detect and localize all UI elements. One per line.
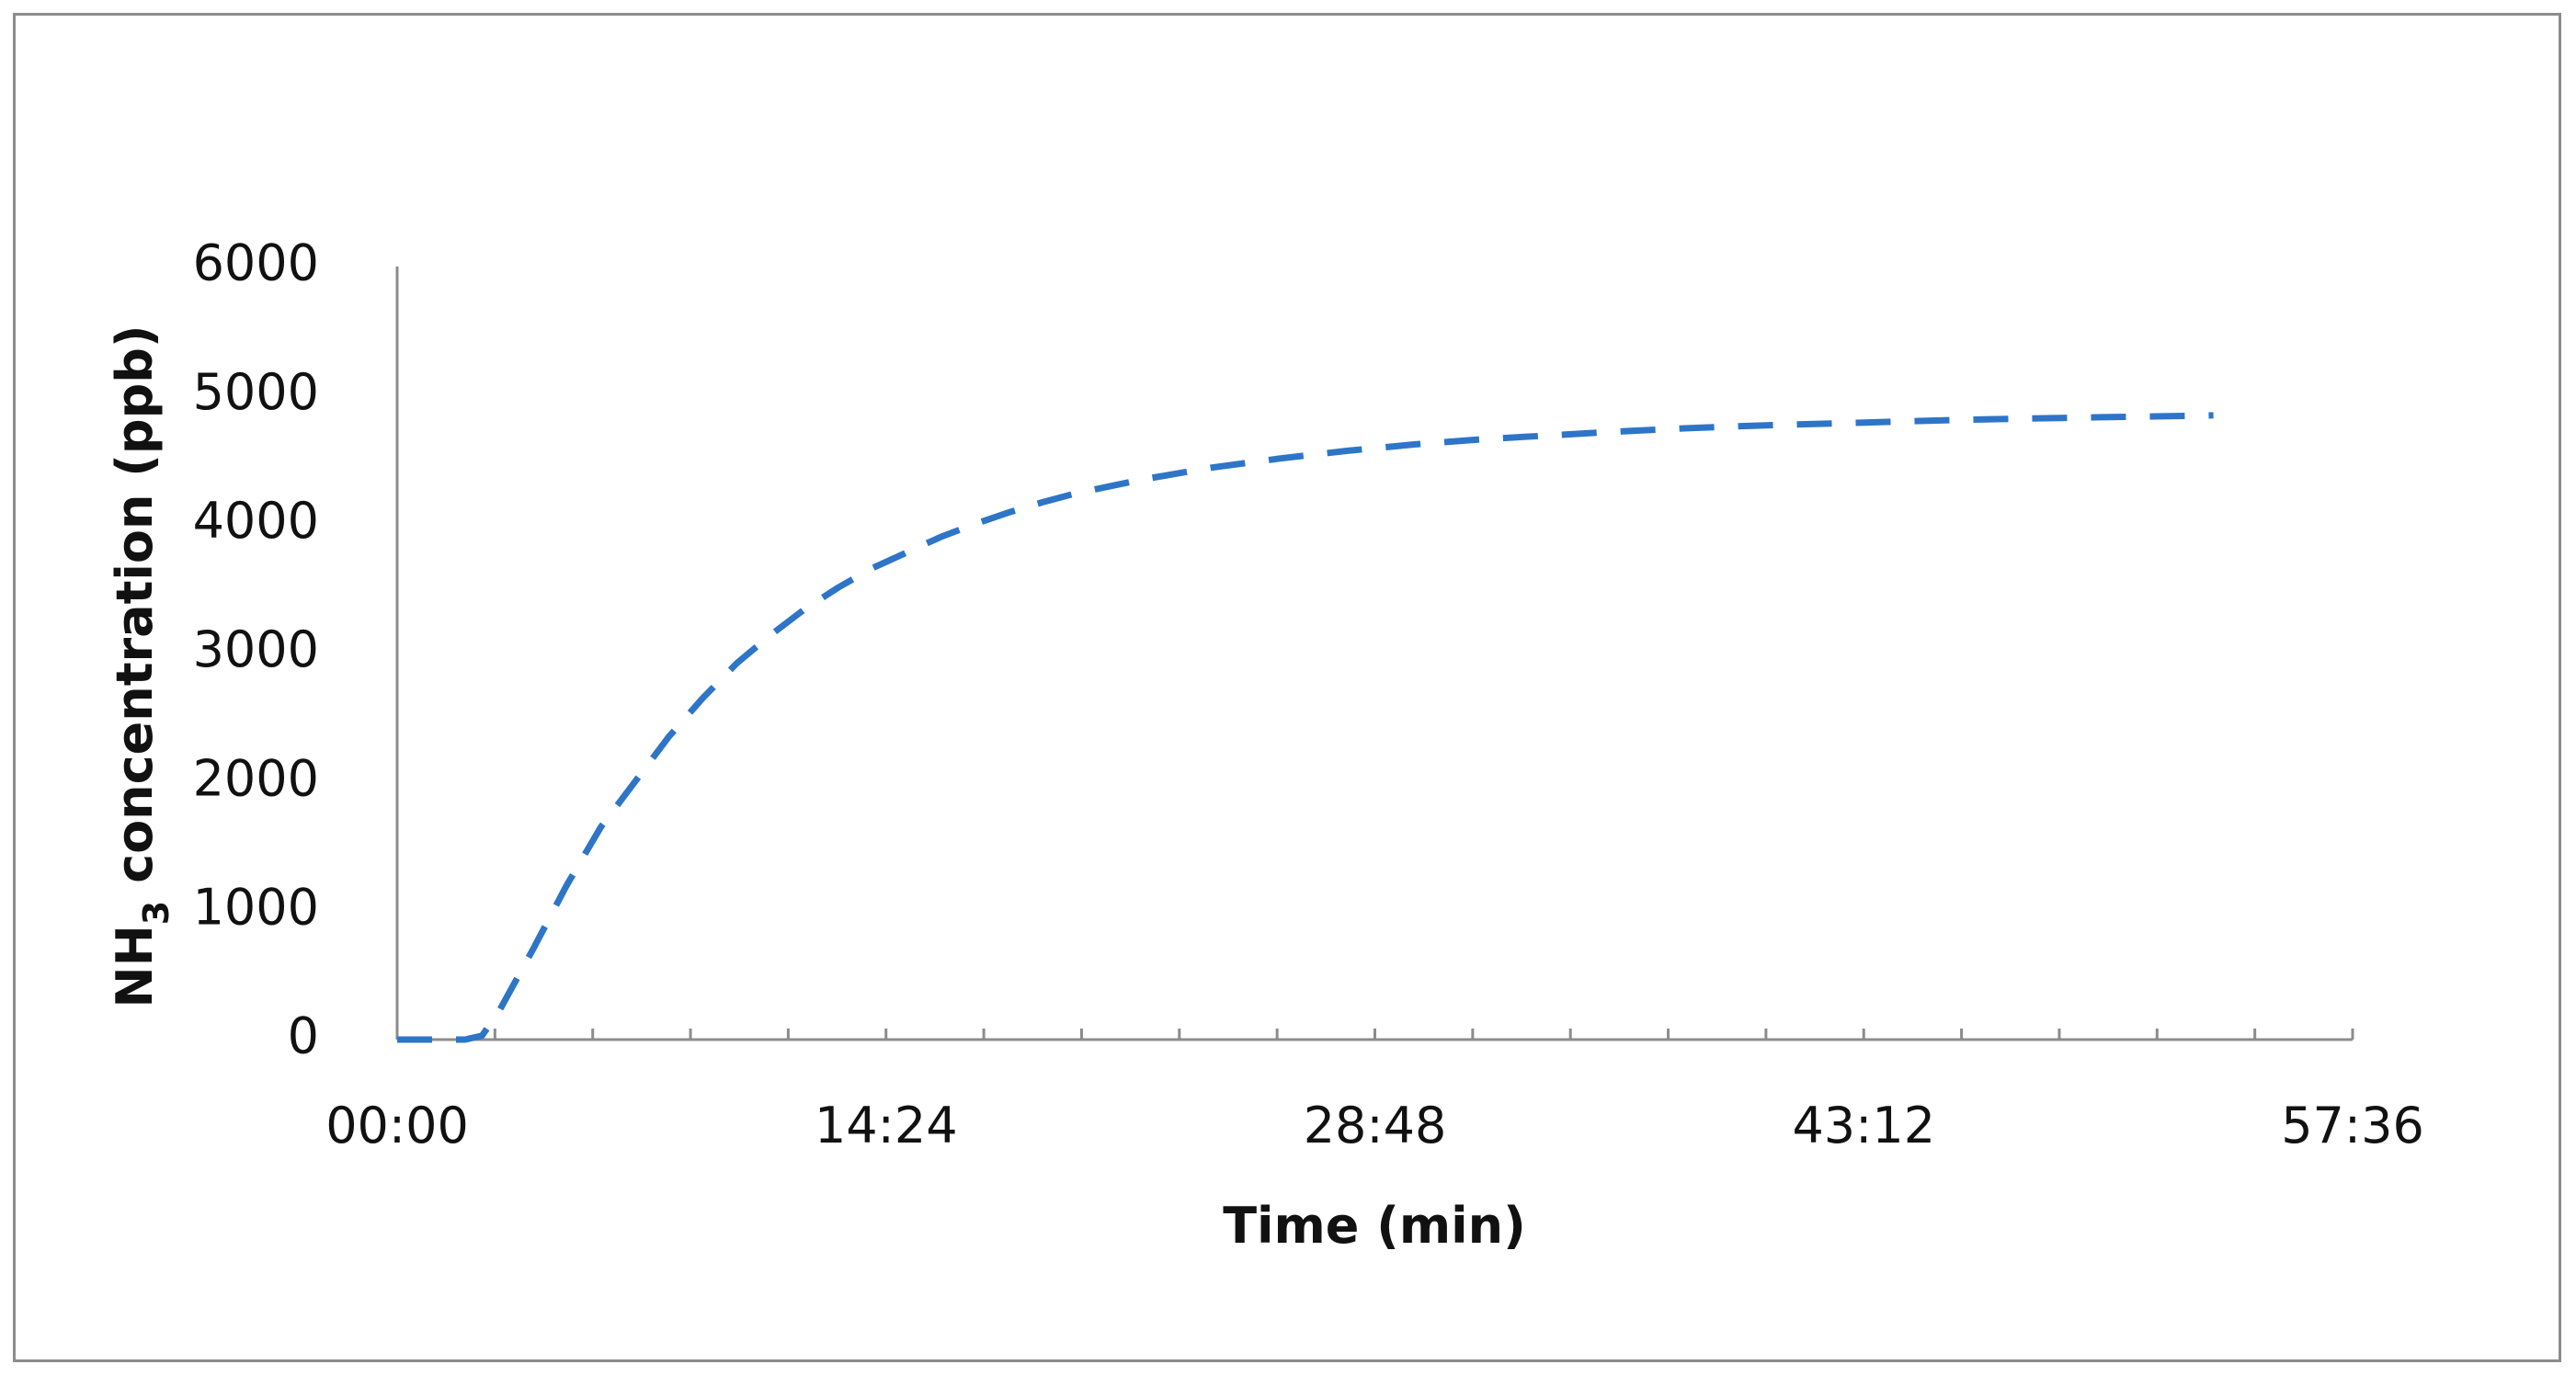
y-axis-title-rest: concentration (ppb) (106, 324, 164, 900)
y-axis-title: NH3 concentration (ppb) (106, 324, 177, 1007)
x-tick-label: 28:48 (1304, 1097, 1447, 1154)
x-axis-ticks: 00:00 14:24 28:48 43:12 57:36 (325, 1029, 2424, 1154)
x-tick-label: 57:36 (2281, 1097, 2424, 1154)
x-tick-label: 43:12 (1792, 1097, 1935, 1154)
y-tick-label: 2000 (193, 749, 319, 807)
x-tick-label: 14:24 (815, 1097, 958, 1154)
y-tick-label: 6000 (193, 234, 319, 292)
x-tick-label: 00:00 (325, 1097, 469, 1154)
svg-text:NH3 concentration (ppb): NH3 concentration (ppb) (106, 324, 177, 1007)
y-tick-label: 4000 (193, 492, 319, 550)
y-tick-label: 3000 (193, 620, 319, 678)
series-line-nh3 (397, 412, 2214, 1043)
y-tick-label: 5000 (193, 363, 319, 421)
y-tick-label: 1000 (193, 878, 319, 936)
y-tick-label: 0 (288, 1007, 319, 1065)
y-axis-title-subscript: 3 (136, 901, 177, 925)
y-axis-ticks: 0 1000 2000 3000 4000 5000 6000 (193, 234, 319, 1065)
chart-frame (13, 13, 2561, 1362)
y-axis-title-main: NH (106, 925, 164, 1007)
x-axis-title: Time (min) (1223, 1197, 1526, 1255)
